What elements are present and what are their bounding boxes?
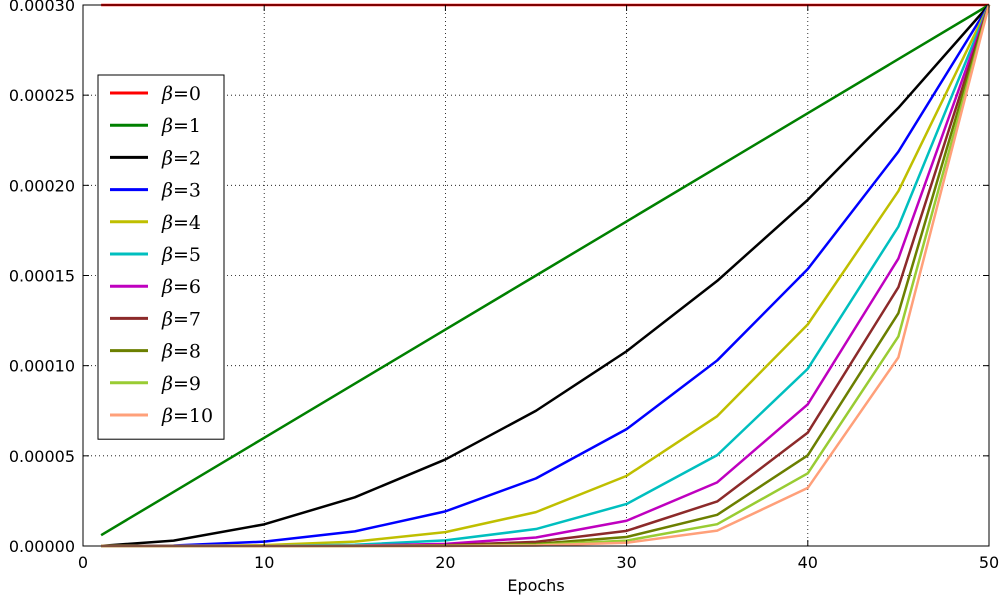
y-tick-label: 0.00030 (9, 0, 75, 15)
legend-label-3: β=3 (161, 180, 201, 202)
x-tick-label: 10 (254, 553, 274, 572)
axis-ticks: 0 10 20 30 40 50 0.00000 0.00005 0.00010 0.00015 0… (9, 0, 999, 572)
legend-label-5: β=5 (161, 244, 201, 266)
legend-label-9: β=9 (161, 373, 201, 395)
x-tick-label: 0 (78, 553, 88, 572)
series-line-3 (101, 4, 991, 548)
legend-label-7: β=7 (161, 308, 201, 330)
legend-label-8: β=8 (161, 341, 201, 363)
legend: β=0 β=1 β=2 β=3 β=4 β=5 β=6 β=7 β=8 β=9 β=10 (97, 74, 225, 440)
x-tick-label: 20 (435, 553, 455, 572)
series-line-1 (100, 3, 990, 537)
y-tick-label: 0.00015 (9, 267, 75, 286)
y-tick-label: 0.00025 (9, 86, 75, 105)
y-tick-label: 0.00010 (9, 357, 75, 376)
y-tick-label: 0.00005 (9, 447, 75, 466)
legend-label-1: β=1 (161, 115, 201, 137)
legend-label-0: β=0 (161, 83, 201, 105)
legend-label-10: β=10 (161, 405, 213, 427)
series-line-2 (101, 4, 990, 548)
legend-label-2: β=2 (161, 147, 201, 169)
x-tick-label: 50 (979, 553, 999, 572)
legend-label-4: β=4 (161, 212, 201, 234)
x-axis-label: Epochs (507, 576, 564, 595)
x-tick-label: 30 (616, 553, 636, 572)
legend-label-6: β=6 (161, 276, 201, 298)
y-tick-label: 0.00000 (9, 537, 75, 556)
x-tick-label: 40 (798, 553, 818, 572)
y-tick-label: 0.00020 (9, 176, 75, 195)
legend-box (97, 74, 225, 440)
